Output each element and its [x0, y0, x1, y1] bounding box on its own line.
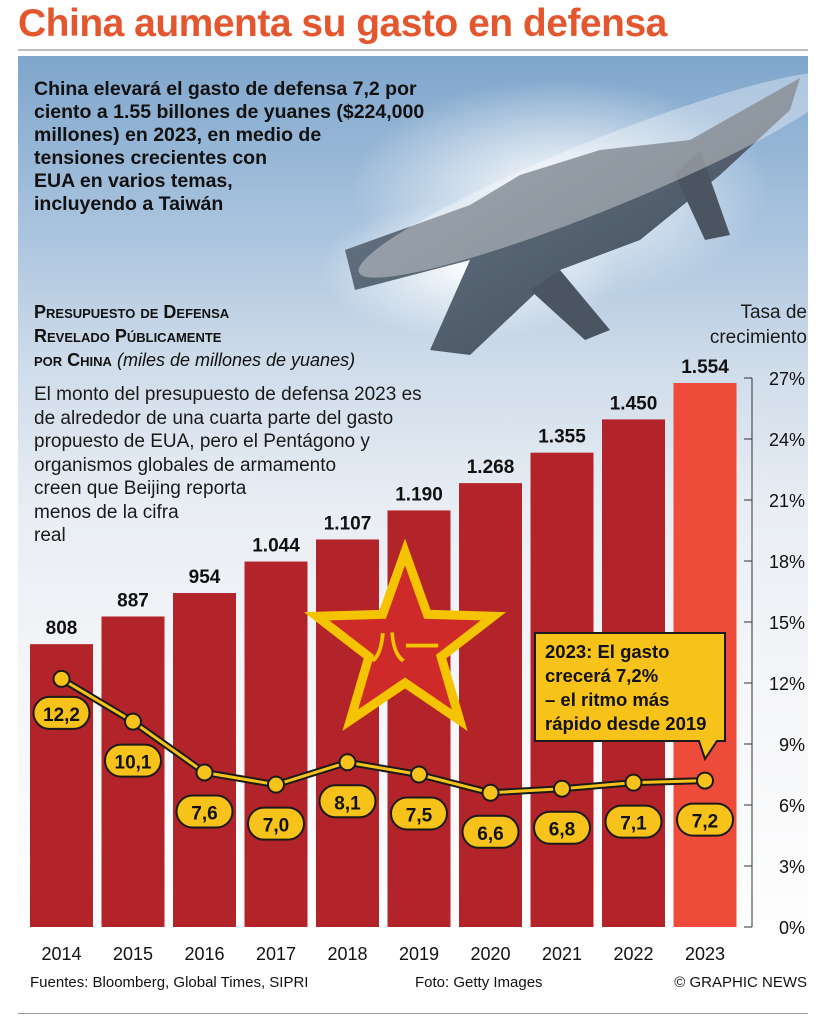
bar-value-label-2022: 1.450 — [610, 393, 658, 414]
x-tick-label-2021: 2021 — [542, 944, 582, 964]
x-tick-label-2014: 2014 — [41, 944, 81, 964]
growth-label-2015: 10,1 — [115, 753, 152, 774]
callout-line-1: crecerá 7,2% — [545, 665, 658, 686]
army-star-emblem — [303, 538, 507, 731]
right-tick-label-12: 12% — [769, 674, 805, 694]
right-tick-label-15: 15% — [769, 613, 805, 633]
chart-unit: (miles de millones de yuanes) — [116, 350, 356, 370]
bar-value-label-2019: 1.190 — [395, 484, 443, 505]
bar-value-label-2018: 1.107 — [324, 513, 372, 534]
growth-point-2023 — [696, 771, 714, 790]
growth-label-2016: 7,6 — [191, 803, 217, 824]
emblem-glyph: 八一 — [371, 629, 439, 667]
growth-label-pill-2018 — [318, 784, 377, 819]
growth-label-pill-2016 — [175, 794, 234, 829]
growth-label-2021: 6,8 — [549, 820, 575, 841]
growth-point-2014 — [52, 669, 71, 688]
right-tick-label-6: 6% — [779, 796, 805, 816]
growth-point-2020 — [481, 783, 500, 802]
growth-label-pill-2015 — [104, 743, 162, 778]
bar-2017 — [244, 561, 308, 927]
growth-label-2018: 8,1 — [334, 793, 361, 814]
bar-2018 — [316, 539, 379, 927]
x-tick-label-2022: 2022 — [613, 944, 653, 964]
right-tick-label-18: 18% — [769, 552, 805, 572]
bar-2020 — [459, 483, 522, 927]
bar-value-label-2015: 887 — [117, 590, 149, 611]
callout-line-3: rápido desde 2019 — [545, 713, 706, 734]
bar-value-label-2020: 1.268 — [467, 457, 515, 478]
x-tick-label-2018: 2018 — [327, 944, 367, 964]
growth-point-2016 — [195, 763, 214, 782]
growth-point-2022 — [624, 773, 643, 792]
x-tick-label-2017: 2017 — [256, 944, 296, 964]
callout-line-2: – el ritmo más — [545, 689, 669, 710]
chart-subtitle: Presupuesto de Defensa Revelado Públicam… — [34, 302, 356, 370]
photo-credit: Foto: Getty Images — [415, 974, 543, 991]
growth-line — [60, 677, 706, 795]
growth-label-pill-2020 — [461, 814, 520, 849]
x-tick-label-2015: 2015 — [113, 944, 153, 964]
x-tick-label-2016: 2016 — [184, 944, 224, 964]
bar-value-label-2014: 808 — [46, 618, 78, 639]
graphic-credit: © GRAPHIC NEWS — [674, 974, 807, 991]
growth-point-2021 — [553, 779, 571, 798]
callout-box — [534, 632, 726, 762]
title-divider — [18, 49, 808, 51]
growth-point-2015 — [124, 712, 142, 731]
right-tick-label-9: 9% — [779, 735, 805, 755]
growth-label-2023: 7,2 — [692, 812, 718, 833]
growth-point-2019 — [410, 765, 428, 784]
growth-label-pill-2019 — [390, 796, 448, 831]
right-tick-label-0: 0% — [779, 918, 805, 938]
growth-label-pill-2014 — [32, 695, 91, 730]
bar-value-label-2021: 1.355 — [538, 427, 586, 448]
right-tick-label-24: 24% — [769, 430, 805, 450]
bar-value-label-2023: 1.554 — [681, 357, 729, 378]
x-tick-label-2019: 2019 — [399, 944, 439, 964]
growth-label-pill-2022 — [604, 804, 663, 839]
growth-label-2019: 7,5 — [406, 806, 433, 827]
intro-text: China elevará el gasto de defensa 7,2 po… — [34, 78, 425, 215]
x-tick-label-2020: 2020 — [470, 944, 510, 964]
bar-value-label-2016: 954 — [189, 567, 221, 588]
sources-footer: Fuentes: Bloomberg, Global Times, SIPRI — [30, 974, 309, 991]
growth-label-pill-2023 — [676, 802, 734, 837]
growth-label-2020: 6,6 — [477, 824, 503, 845]
right-tick-label-3: 3% — [779, 857, 805, 877]
growth-point-2018 — [338, 753, 357, 772]
chart-note: El monto del presupuesto de defensa 2023… — [34, 384, 422, 546]
growth-label-pill-2017 — [247, 806, 305, 841]
growth-label-pill-2021 — [533, 810, 591, 845]
growth-label-2022: 7,1 — [620, 814, 647, 835]
right-axis-title: Tasa de crecimiento — [709, 302, 807, 348]
growth-label-2014: 12,2 — [43, 705, 80, 726]
growth-point-2017 — [267, 775, 285, 794]
bar-value-label-2017: 1.044 — [252, 536, 300, 557]
growth-label-2017: 7,0 — [263, 816, 289, 837]
right-tick-label-27: 27% — [769, 369, 805, 389]
x-tick-label-2023: 2023 — [685, 944, 725, 964]
footer-divider — [18, 1013, 808, 1014]
right-tick-label-21: 21% — [769, 491, 805, 511]
page-title: China aumenta su gasto en defensa — [18, 2, 667, 45]
callout-line-0: 2023: El gasto — [545, 641, 669, 662]
